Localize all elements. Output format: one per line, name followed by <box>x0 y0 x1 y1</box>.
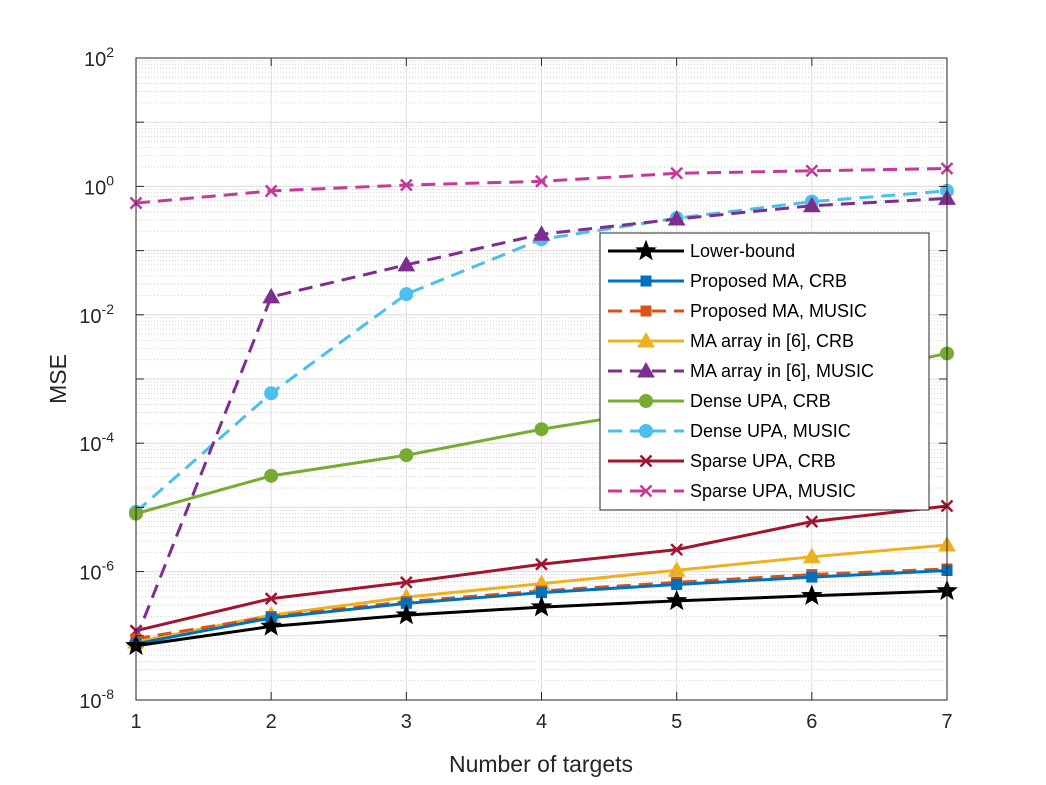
data-point <box>805 164 819 178</box>
data-point <box>667 561 686 577</box>
legend-label: Dense UPA, MUSIC <box>690 421 851 441</box>
y-tick-label: 100 <box>84 172 114 199</box>
data-point <box>264 184 278 198</box>
data-point <box>399 575 413 589</box>
legend-label: Proposed MA, MUSIC <box>690 301 867 321</box>
data-point <box>670 543 684 556</box>
data-point <box>802 547 821 564</box>
x-tick-label: 4 <box>536 711 547 733</box>
ticks <box>135 57 948 701</box>
legend: Lower-bound Proposed MA, CRB Proposed MA, … <box>599 232 930 511</box>
data-point <box>395 603 418 625</box>
data-point <box>535 557 548 571</box>
legend-marker <box>639 424 653 438</box>
data-point <box>806 571 818 583</box>
x-tick-label: 3 <box>401 711 412 733</box>
data-point <box>399 287 414 302</box>
legend-marker <box>639 394 653 408</box>
x-tick-label: 2 <box>266 711 277 733</box>
data-point <box>802 196 821 213</box>
y-tick-label: 102 <box>84 44 114 71</box>
legend-entry: MA array in [6], MUSIC <box>608 361 874 381</box>
legend-entry: Dense UPA, MUSIC <box>608 421 851 441</box>
data-point <box>670 166 684 180</box>
x-tick-label: 7 <box>941 711 952 733</box>
data-point <box>399 178 413 192</box>
data-point <box>397 255 416 272</box>
data-point <box>665 589 688 611</box>
data-point <box>671 578 683 590</box>
y-tick-label: 10-4 <box>79 429 114 456</box>
legend-marker <box>639 484 653 498</box>
legend-entry: MA array in [6], CRB <box>608 331 854 351</box>
tick-labels: 1 2 3 4 5 6 7 10-8 10-6 10-4 10-2 100 102 <box>79 44 952 733</box>
legend-entry: Lower-bound <box>608 239 795 261</box>
legend-entry: Sparse UPA, MUSIC <box>608 481 856 501</box>
legend-entry: Proposed MA, MUSIC <box>608 301 867 321</box>
legend-entry: Sparse UPA, CRB <box>608 451 836 471</box>
legend-entry: Dense UPA, CRB <box>608 391 831 411</box>
y-tick-label: 10-8 <box>79 686 114 713</box>
data-point <box>530 595 553 617</box>
legend-label: Lower-bound <box>690 241 795 261</box>
legend-label: MA array in [6], MUSIC <box>690 361 874 381</box>
legend-marker <box>637 331 655 348</box>
y-axis-title: MSE <box>45 354 71 404</box>
x-tick-label: 5 <box>671 711 682 733</box>
legend-label: MA array in [6], CRB <box>690 331 854 351</box>
data-point <box>260 614 283 636</box>
x-axis-title: Number of targets <box>449 751 633 777</box>
data-point <box>264 468 279 483</box>
legend-label: Sparse UPA, CRB <box>690 451 836 471</box>
x-tick-label: 6 <box>806 711 817 733</box>
legend-label: Proposed MA, CRB <box>690 271 847 291</box>
data-point <box>535 174 548 188</box>
legend-marker <box>640 305 652 317</box>
legend-label: Sparse UPA, MUSIC <box>690 481 856 501</box>
data-point <box>534 422 549 437</box>
data-point <box>399 448 414 463</box>
data-point <box>800 584 823 606</box>
data-point <box>264 592 278 605</box>
y-tick-label: 10-6 <box>79 558 114 585</box>
data-point <box>532 225 551 241</box>
data-point <box>262 287 281 304</box>
x-tick-label: 1 <box>130 711 141 733</box>
data-point <box>264 386 279 401</box>
legend-marker <box>640 275 652 287</box>
legend-marker <box>639 454 653 468</box>
data-point <box>667 210 686 226</box>
legend-entry: Proposed MA, CRB <box>608 271 847 291</box>
data-point <box>805 515 819 529</box>
legend-marker <box>637 361 655 378</box>
legend-label: Dense UPA, CRB <box>690 391 831 411</box>
legend-marker <box>635 239 657 261</box>
y-tick-label: 10-2 <box>79 301 114 328</box>
